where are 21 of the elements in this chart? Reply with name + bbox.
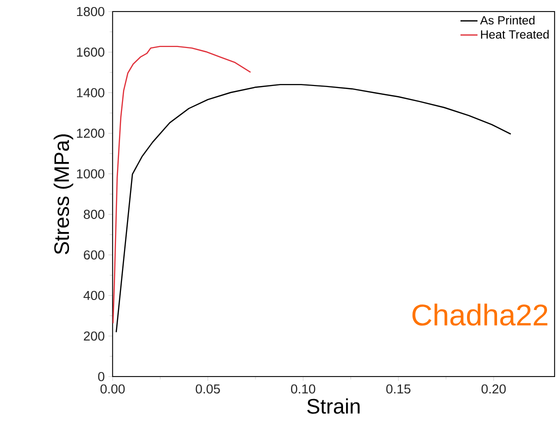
y-tick-label: 400	[84, 290, 104, 300]
y-tick-label: 1000	[77, 169, 104, 178]
y-tick-label: 1800	[77, 7, 104, 16]
x-axis-title: Strain	[307, 398, 360, 414]
y-tick-label: 800	[84, 210, 104, 219]
y-tick-label: 1600	[77, 48, 104, 57]
legend-label: Heat Treated	[481, 30, 549, 39]
x-tick-label: 0.10	[291, 384, 316, 394]
x-tick-label: 0.05	[196, 384, 220, 394]
y-axis-title: Stress (MPa)	[54, 134, 74, 254]
annotation: Chadha22	[412, 304, 548, 326]
y-tick-label: 1400	[77, 88, 104, 98]
y-tick-label: 600	[84, 250, 104, 260]
x-tick-label: 0.15	[386, 384, 410, 394]
x-tick-label: 0.00	[100, 384, 125, 394]
x-tick-label: 0.20	[482, 384, 506, 394]
y-tick-label: 0	[98, 372, 104, 382]
y-tick-label: 200	[84, 331, 104, 341]
line-series	[112, 46, 252, 324]
legend-label: As Printed	[480, 16, 534, 25]
y-tick-label: 1200	[77, 128, 104, 138]
